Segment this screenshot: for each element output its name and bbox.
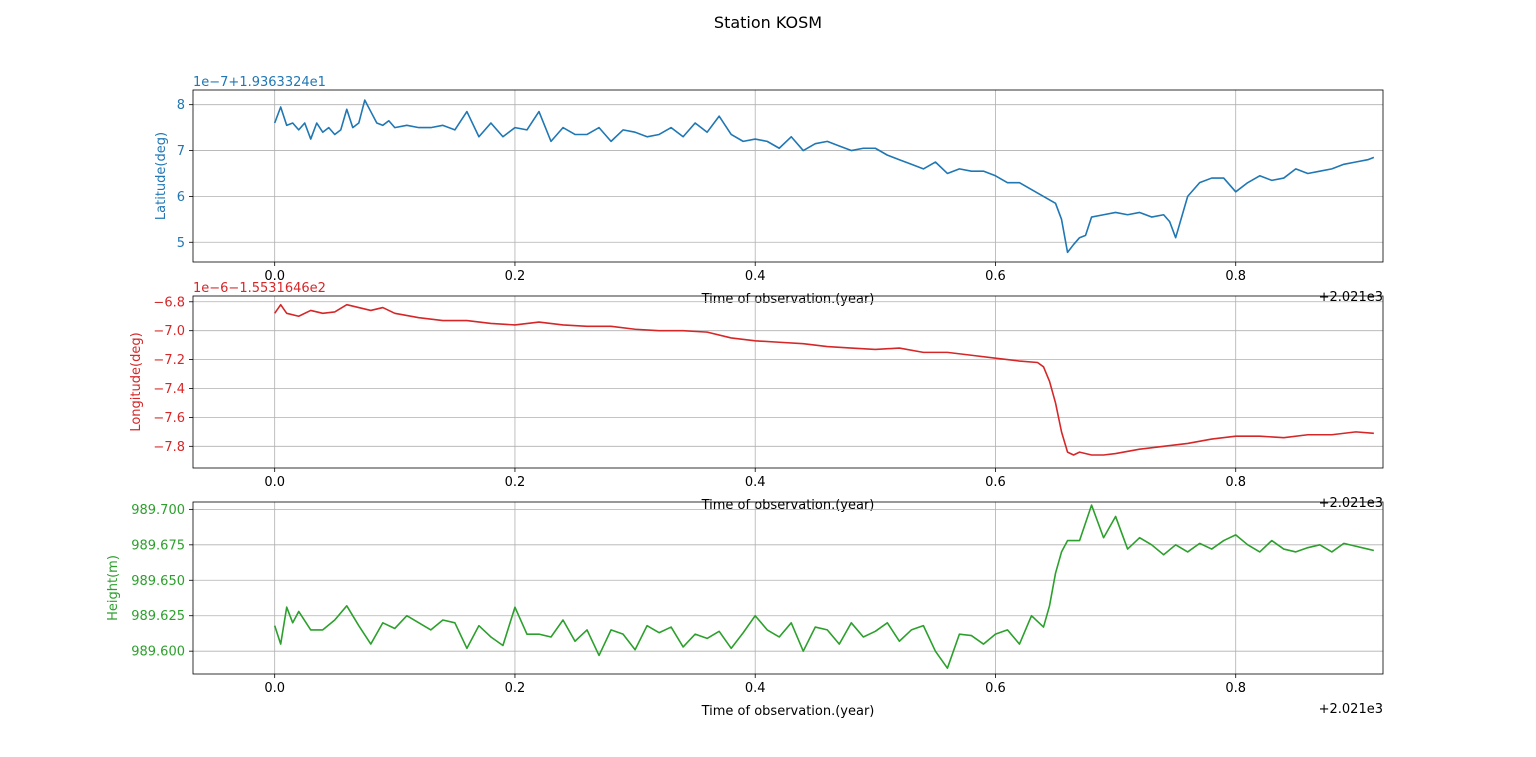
x-offset-text: +2.021e3 bbox=[1319, 702, 1383, 717]
x-tick-label: 0.6 bbox=[985, 681, 1006, 696]
y-tick-label: 989.700 bbox=[131, 503, 185, 518]
y-tick-label: 989.600 bbox=[131, 645, 185, 660]
x-tick-label: 0.6 bbox=[985, 475, 1006, 490]
figure-title: Station KOSM bbox=[714, 13, 822, 32]
y-tick-label: −7.0 bbox=[153, 324, 185, 339]
x-tick-label: 0.0 bbox=[264, 269, 285, 284]
series-line-longitude bbox=[274, 303, 1374, 456]
y-tick-label: 8 bbox=[177, 98, 185, 113]
series-line-latitude bbox=[273, 99, 1375, 254]
x-tick-label: 0.2 bbox=[505, 681, 526, 696]
y-tick-label: −7.8 bbox=[153, 440, 185, 455]
x-axis-label: Time of observation.(year) bbox=[701, 292, 875, 307]
axes-frame bbox=[192, 501, 1384, 675]
y-axis-label: Latitude(deg) bbox=[154, 132, 169, 220]
y-tick-label: 989.675 bbox=[131, 538, 185, 553]
series-line-height bbox=[273, 504, 1375, 669]
x-tick-label: 0.2 bbox=[505, 475, 526, 490]
axes-height: 0.0 0.2 0.4 0.6 0.8 989.600 989.625 989.650 989.… bbox=[106, 501, 1384, 719]
y-tick-label: 5 bbox=[177, 236, 185, 251]
axes-latitude: 0.0 0.2 0.4 0.6 0.8 5 6 7 8 Latitude(deg) 1e−7+1.9… bbox=[154, 75, 1384, 307]
y-tick-label: 6 bbox=[177, 190, 185, 205]
x-tick-label: 0.8 bbox=[1225, 269, 1246, 284]
x-tick-label: 0.0 bbox=[264, 475, 285, 490]
y-tick-label: −7.6 bbox=[153, 411, 185, 426]
y-tick-label: 989.650 bbox=[131, 574, 185, 589]
y-axis-label: Longitude(deg) bbox=[129, 332, 144, 431]
x-tick-label: 0.4 bbox=[745, 269, 766, 284]
y-tick-label: −7.2 bbox=[153, 353, 185, 368]
x-tick-label: 0.8 bbox=[1225, 475, 1246, 490]
y-tick-label: 7 bbox=[177, 144, 185, 159]
x-offset-text: +2.021e3 bbox=[1319, 290, 1383, 305]
y-offset-text: 1e−7+1.9363324e1 bbox=[193, 75, 326, 90]
axes-frame bbox=[192, 295, 1384, 469]
y-tick-label: −6.8 bbox=[153, 295, 185, 310]
y-axis-label: Height(m) bbox=[106, 555, 121, 621]
x-tick-label: 0.4 bbox=[745, 681, 766, 696]
x-offset-text: +2.021e3 bbox=[1319, 496, 1383, 511]
x-tick-label: 0.6 bbox=[985, 269, 1006, 284]
axes-frame bbox=[192, 89, 1384, 263]
y-tick-label: 989.625 bbox=[131, 609, 185, 624]
x-tick-label: 0.0 bbox=[264, 681, 285, 696]
x-tick-label: 0.8 bbox=[1225, 681, 1246, 696]
x-tick-label: 0.4 bbox=[745, 475, 766, 490]
y-offset-text: 1e−6−1.5531646e2 bbox=[193, 281, 326, 296]
x-axis-label: Time of observation.(year) bbox=[701, 498, 875, 513]
x-axis-label: Time of observation.(year) bbox=[701, 704, 875, 719]
x-tick-label: 0.2 bbox=[505, 269, 526, 284]
y-tick-label: −7.4 bbox=[153, 382, 185, 397]
